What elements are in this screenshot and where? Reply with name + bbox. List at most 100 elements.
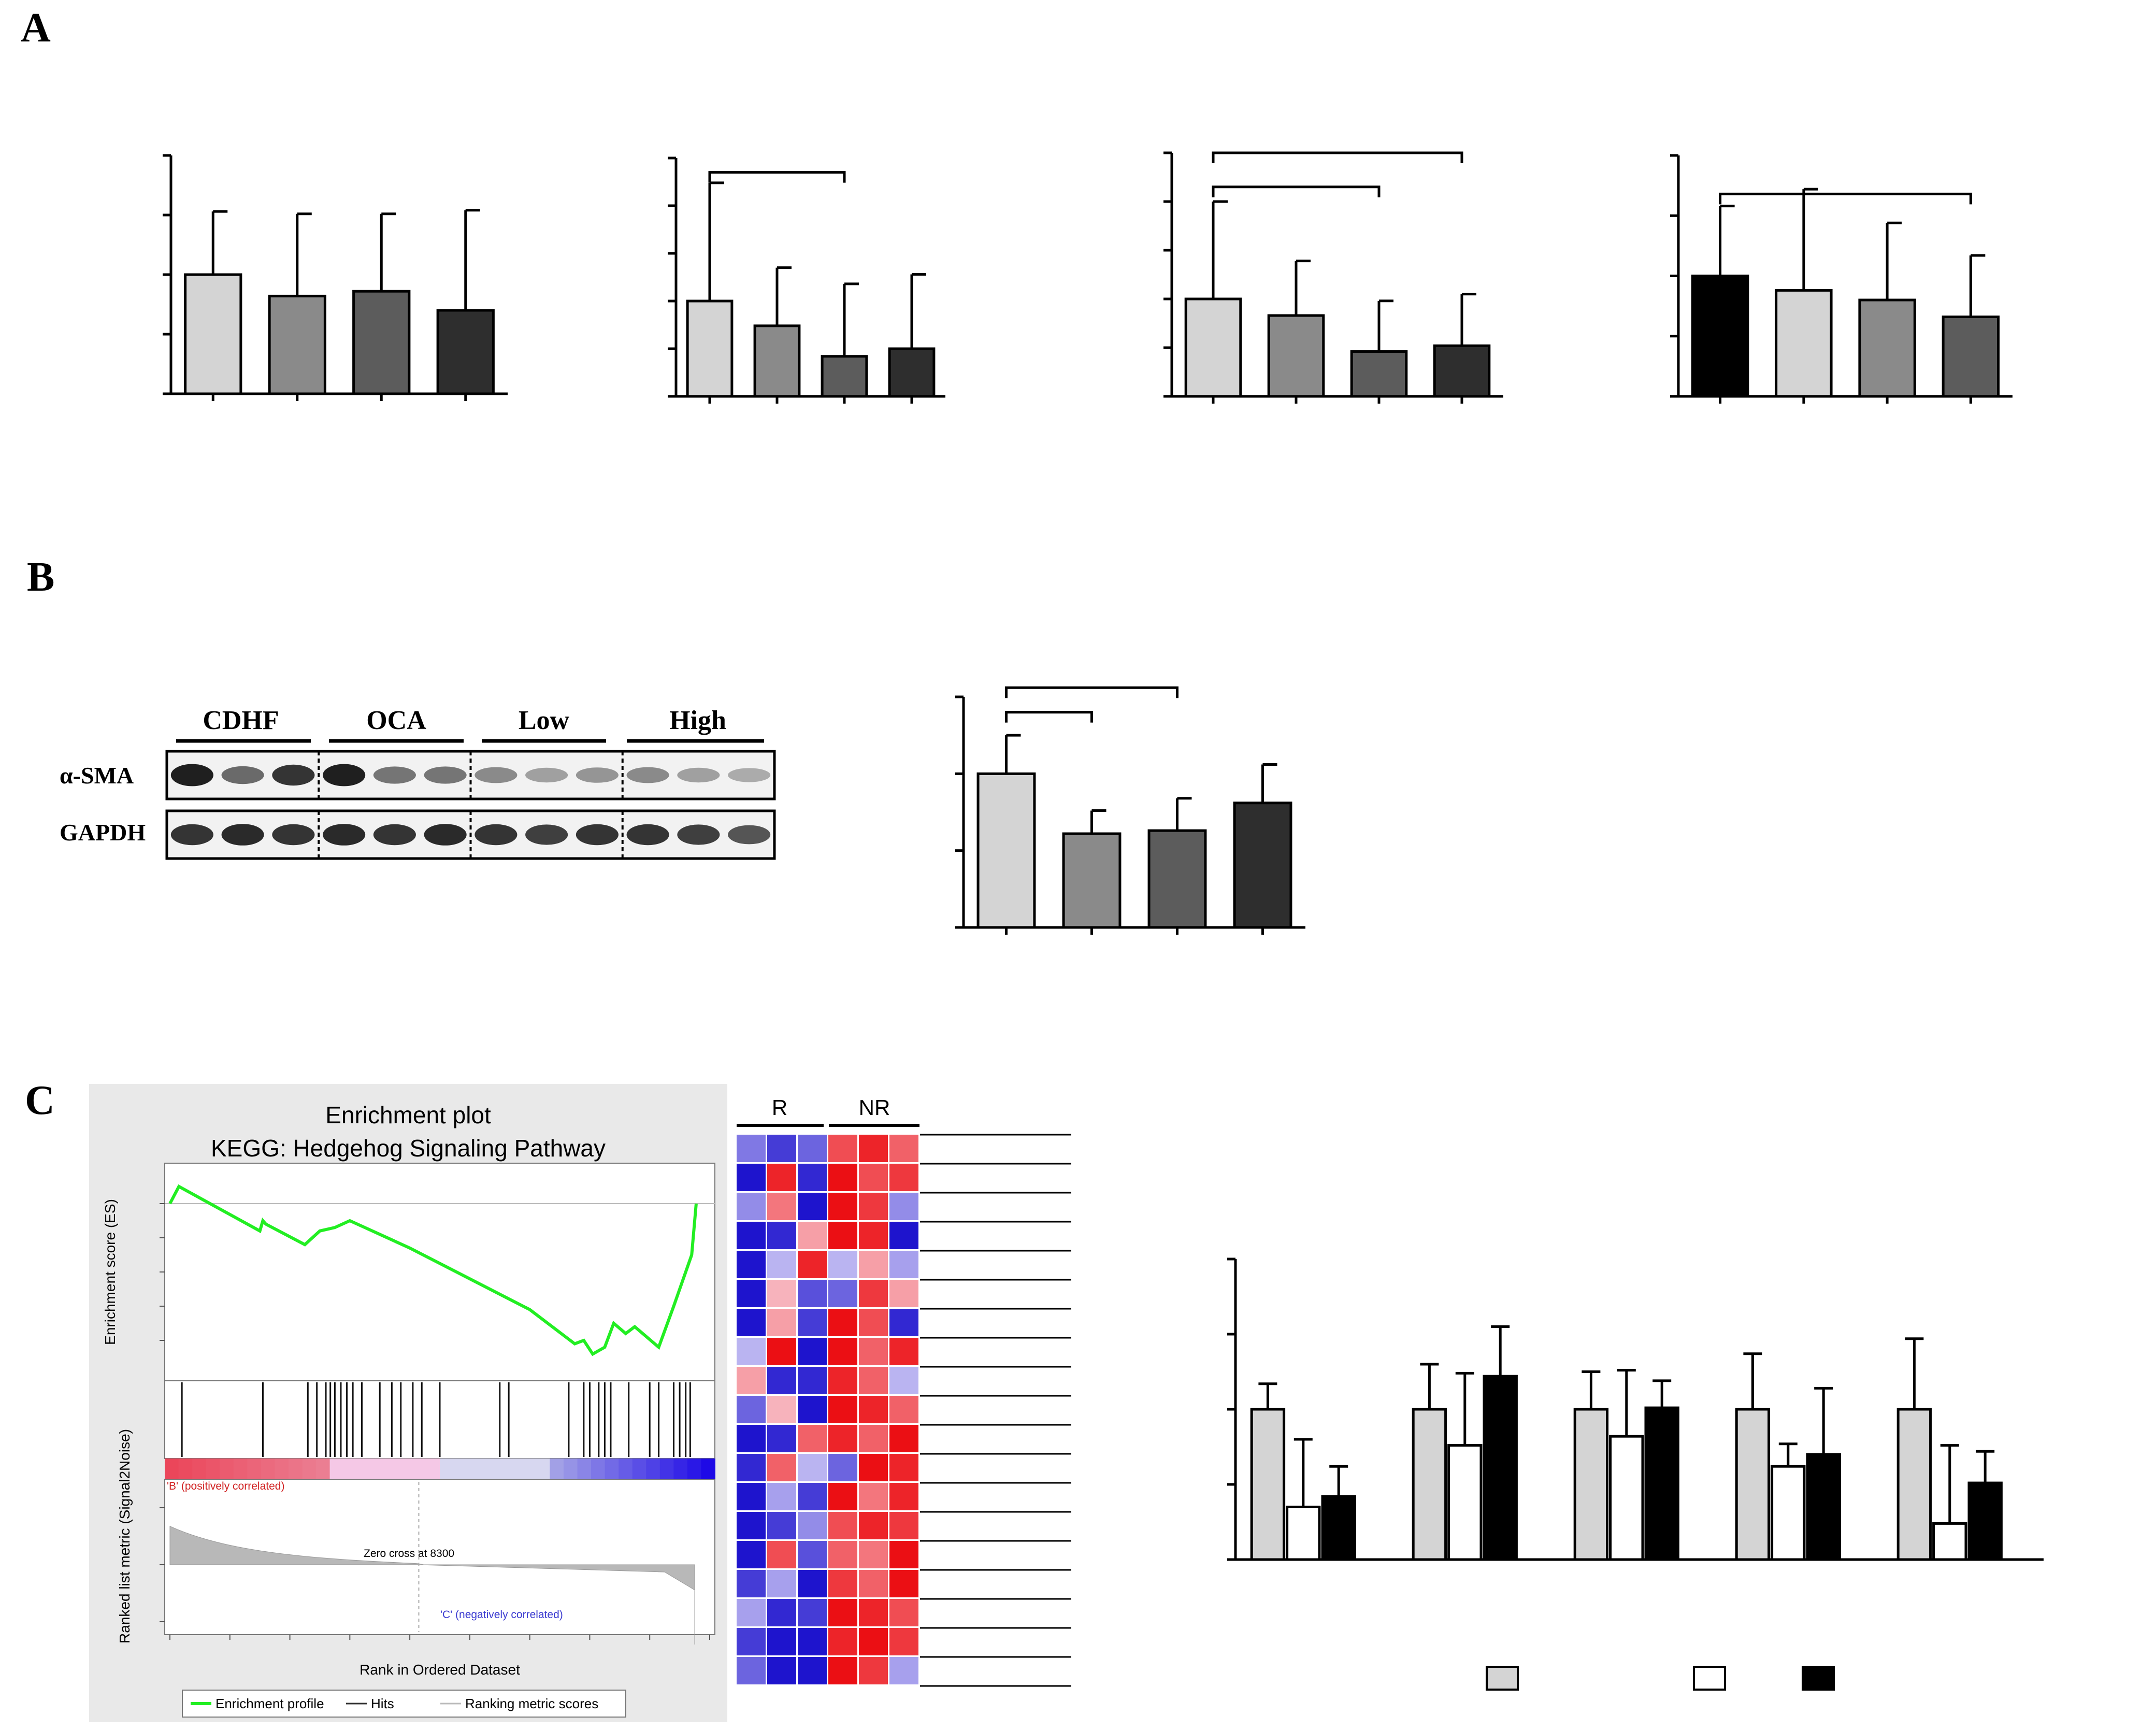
heatmap-cell [737, 1164, 766, 1191]
heatmap-cell [828, 1425, 857, 1452]
bar [1350, 350, 1408, 398]
legend-swatch [1802, 1666, 1835, 1691]
gsea-metric-area-fill [169, 1525, 695, 1645]
gsea-title: Enrichment plot [325, 1102, 491, 1128]
gsea-rank-color-segment [233, 1459, 248, 1479]
heatmap-cell [737, 1454, 766, 1481]
heatmap-cell [828, 1309, 857, 1336]
heatmap-cell [889, 1483, 918, 1510]
blot-band [221, 824, 264, 846]
heatmap-cell [859, 1193, 888, 1220]
blot-band [728, 768, 771, 782]
hedgehog-chart [1227, 1257, 2044, 1691]
heatmap-cell [798, 1338, 827, 1365]
timp1-chart [1670, 154, 2013, 404]
heatmap-cell [828, 1367, 857, 1394]
heatmap-cell [859, 1425, 888, 1452]
gsea-xlabel: Rank in Ordered Dataset [360, 1662, 520, 1678]
heatmap-cell [828, 1251, 857, 1278]
heatmap-cell [889, 1541, 918, 1568]
gsea-rank-color-segment [659, 1459, 674, 1479]
heatmap-cell [798, 1599, 827, 1626]
heatmap-cell [889, 1193, 918, 1220]
gsea-rank-color-segment [632, 1459, 647, 1479]
heatmap-cell [889, 1280, 918, 1307]
heatmap-cell [889, 1628, 918, 1655]
gsea-rank-color-segment [192, 1459, 207, 1479]
heatmap-cell [828, 1454, 857, 1481]
blot-group-label: CDHF [203, 706, 279, 735]
bar [1932, 1522, 1967, 1561]
bar [1433, 344, 1491, 398]
blot-band [525, 767, 568, 783]
heatmap-cell [767, 1135, 796, 1162]
bar [1412, 1408, 1447, 1561]
bar [1896, 1408, 1932, 1561]
significance-bracket [1005, 686, 1178, 698]
heatmap-cell [859, 1280, 888, 1307]
heatmap-cell [798, 1135, 827, 1162]
gsea-rank-color-segment [591, 1459, 606, 1479]
gsea-es-ylabel: Enrichment score (ES) [102, 1199, 118, 1345]
gsea-rank-color-segment [288, 1459, 303, 1479]
significance-bracket [708, 171, 846, 183]
gsea-rank-color-segment [522, 1459, 537, 1479]
heatmap-cell [798, 1164, 827, 1191]
blot-band [170, 764, 213, 787]
gsea-legend-hits: Hits [371, 1696, 394, 1711]
gsea-rank-color-segment [563, 1459, 578, 1479]
blot-group-label: High [669, 706, 726, 735]
blot-band [475, 767, 518, 783]
bar [268, 294, 326, 395]
gene-heatmap: R NR [737, 1095, 1071, 1687]
heatmap-cell [859, 1396, 888, 1423]
heatmap-cell [767, 1338, 796, 1365]
heatmap-cell [889, 1251, 918, 1278]
blot-band [728, 825, 771, 845]
gsea-rank-color-segment [357, 1459, 372, 1479]
gsea-negative-label: 'C' (negatively correlated) [440, 1609, 563, 1621]
heatmap-group-nr: NR [859, 1095, 890, 1120]
blot-band [170, 824, 213, 846]
blot-band [576, 824, 619, 846]
heatmap-cell [798, 1483, 827, 1510]
bar [1735, 1408, 1771, 1561]
gsea-rank-color-segment [687, 1459, 702, 1479]
bar [1267, 314, 1325, 398]
gsea-es-plot-area [164, 1163, 715, 1381]
heatmap-cell [767, 1367, 796, 1394]
bar [1775, 289, 1833, 398]
gsea-rank-color-segment [165, 1459, 179, 1479]
heatmap-cell [767, 1599, 796, 1626]
gsea-rank-color-segment [673, 1459, 688, 1479]
bar [1609, 1435, 1644, 1561]
asma-mrna-chart [668, 156, 945, 404]
heatmap-cell [798, 1454, 827, 1481]
blot-band [576, 767, 619, 783]
heatmap-cell [798, 1570, 827, 1597]
heatmap-cell [767, 1396, 796, 1423]
gsea-rank-color-segment [467, 1459, 482, 1479]
heatmap-cell [798, 1251, 827, 1278]
gsea-rank-color-segment [508, 1459, 523, 1479]
heatmap-cell [767, 1222, 796, 1249]
heatmap-cell [737, 1512, 766, 1539]
blot-band [424, 766, 467, 784]
heatmap-cell [828, 1599, 857, 1626]
gsea-rank-color-segment [220, 1459, 234, 1479]
heatmap-cell [798, 1367, 827, 1394]
heatmap-cell [859, 1309, 888, 1336]
gsea-rank-color-segment [495, 1459, 509, 1479]
panel-label-a: A [21, 5, 51, 51]
heatmap-cell [828, 1657, 857, 1684]
bar [352, 290, 411, 395]
mmp2-chart [1163, 151, 1503, 404]
heatmap-cell [767, 1628, 796, 1655]
heatmap-cell [798, 1193, 827, 1220]
heatmap-cell [889, 1164, 918, 1191]
heatmap-cell [798, 1541, 827, 1568]
heatmap-cell [828, 1164, 857, 1191]
heatmap-cell [889, 1338, 918, 1365]
significance-bracket [1212, 185, 1381, 197]
